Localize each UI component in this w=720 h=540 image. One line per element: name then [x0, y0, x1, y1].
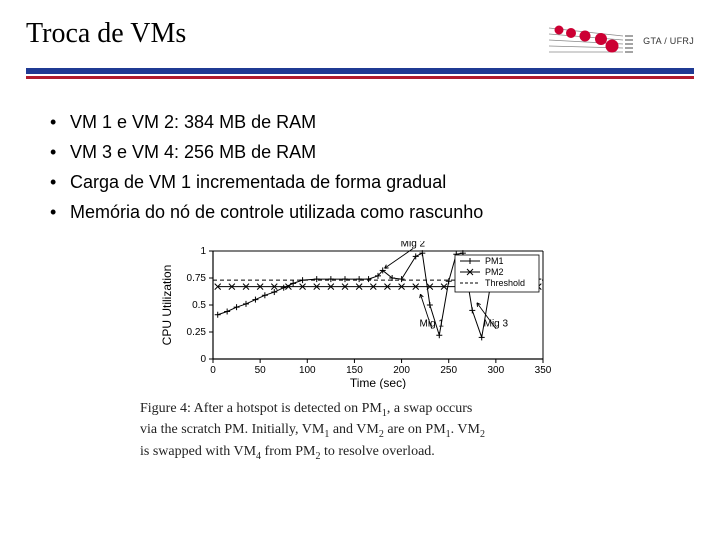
- svg-text:0: 0: [200, 354, 206, 365]
- svg-text:250: 250: [440, 365, 457, 376]
- svg-text:Mig 2: Mig 2: [401, 241, 426, 250]
- logo-label: GTA / UFRJ: [643, 36, 694, 46]
- bullet-list: VM 1 e VM 2: 384 MB de RAMVM 3 e VM 4: 2…: [0, 79, 720, 227]
- svg-text:1: 1: [200, 246, 206, 257]
- svg-text:150: 150: [346, 365, 363, 376]
- page-title: Troca de VMs: [26, 18, 186, 50]
- svg-text:100: 100: [299, 365, 316, 376]
- logo: GTA / UFRJ: [541, 22, 694, 60]
- svg-text:Mig 1: Mig 1: [420, 318, 445, 329]
- svg-text:200: 200: [393, 365, 410, 376]
- cpu-utilization-chart: 0 0.25 0.5 0.75 1 0 50 100 150 200 250 300 350 Time (…: [155, 241, 565, 389]
- bullet-item: VM 3 e VM 4: 256 MB de RAM: [50, 139, 694, 167]
- svg-text:0: 0: [210, 365, 216, 376]
- figure: 0 0.25 0.5 0.75 1 0 50 100 150 200 250 300 350 Time (…: [145, 241, 575, 389]
- bullet-item: VM 1 e VM 2: 384 MB de RAM: [50, 109, 694, 137]
- svg-text:0.5: 0.5: [192, 300, 206, 311]
- gta-logo-icon: [541, 22, 637, 60]
- svg-text:0.25: 0.25: [187, 327, 207, 338]
- figure-caption: Figure 4: After a hotspot is detected on…: [140, 399, 580, 464]
- bullet-item: Memória do nó de controle utilizada como…: [50, 199, 694, 227]
- divider: [0, 68, 720, 79]
- svg-text:CPU Utilization: CPU Utilization: [160, 264, 174, 345]
- divider-blue: [26, 68, 694, 74]
- svg-text:Time (sec): Time (sec): [350, 376, 406, 389]
- svg-text:50: 50: [255, 365, 267, 376]
- svg-text:350: 350: [535, 365, 552, 376]
- svg-text:0.75: 0.75: [187, 273, 207, 284]
- svg-text:300: 300: [488, 365, 505, 376]
- bullet-item: Carga de VM 1 incrementada de forma grad…: [50, 169, 694, 197]
- svg-text:Threshold: Threshold: [485, 278, 525, 288]
- svg-text:Mig 3: Mig 3: [484, 318, 509, 329]
- svg-text:PM2: PM2: [485, 267, 504, 277]
- svg-text:PM1: PM1: [485, 256, 504, 266]
